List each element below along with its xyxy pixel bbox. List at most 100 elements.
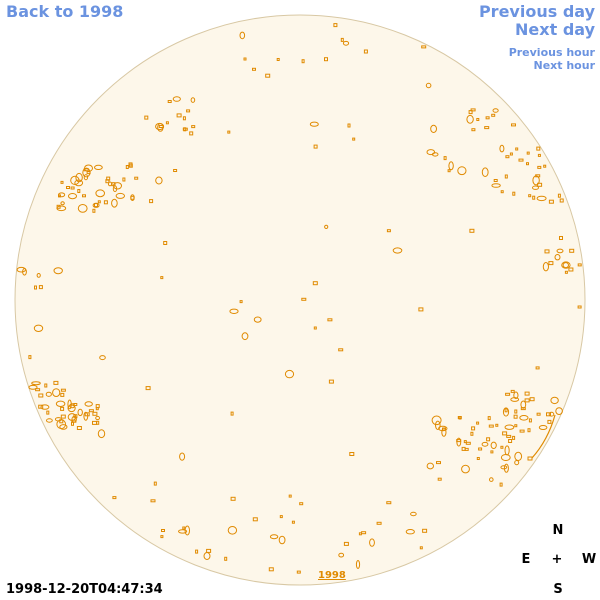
feature-contour bbox=[355, 560, 361, 569]
feature-contour bbox=[265, 73, 271, 78]
feature-contour bbox=[229, 308, 239, 314]
feature-contour bbox=[559, 198, 564, 203]
disk-year-link[interactable]: 1998 bbox=[318, 570, 346, 581]
feature-contour bbox=[342, 40, 350, 46]
feature-contour bbox=[343, 541, 349, 546]
previous-hour-link[interactable]: Previous hour bbox=[508, 46, 595, 59]
feature-contour bbox=[92, 208, 96, 213]
feature-contour bbox=[73, 403, 78, 406]
next-day-link[interactable]: Next day bbox=[515, 20, 595, 39]
feature-contour bbox=[338, 552, 345, 558]
feature-contour bbox=[514, 424, 518, 428]
compass-north: N bbox=[552, 523, 564, 538]
feature-contour bbox=[504, 174, 508, 179]
feature-contour bbox=[513, 414, 518, 419]
feature-contour bbox=[386, 501, 392, 505]
feature-contour bbox=[524, 391, 530, 396]
feature-contour bbox=[60, 388, 66, 392]
feature-contour bbox=[45, 391, 52, 397]
feature-contour bbox=[456, 439, 462, 443]
feature-contour bbox=[70, 186, 75, 190]
feature-contour bbox=[435, 420, 441, 430]
feature-contour bbox=[66, 186, 70, 189]
feature-contour bbox=[38, 404, 44, 409]
feature-contour bbox=[548, 261, 554, 266]
feature-contour bbox=[144, 115, 149, 120]
feature-contour bbox=[376, 521, 382, 525]
feature-contour bbox=[538, 425, 548, 430]
feature-contour bbox=[504, 424, 515, 430]
feature-contour bbox=[506, 434, 512, 438]
feature-contour bbox=[92, 411, 98, 416]
feature-contour bbox=[386, 229, 391, 233]
feature-contour bbox=[476, 421, 480, 425]
feature-contour bbox=[502, 431, 508, 436]
feature-contour bbox=[145, 386, 151, 391]
feature-contour bbox=[296, 570, 301, 574]
feature-contour bbox=[88, 409, 94, 413]
feature-contour bbox=[487, 416, 491, 421]
previous-day-link[interactable]: Previous day bbox=[478, 2, 595, 21]
feature-contour bbox=[577, 305, 582, 309]
feature-contour bbox=[481, 441, 489, 447]
feature-contour bbox=[426, 462, 434, 470]
feature-contour bbox=[490, 441, 497, 449]
feature-contour bbox=[16, 266, 26, 273]
feature-contour bbox=[130, 194, 135, 202]
back-to-year-link[interactable]: Back to 1998 bbox=[6, 2, 124, 21]
feature-contour bbox=[511, 123, 516, 127]
feature-contour bbox=[333, 23, 338, 28]
feature-contour bbox=[44, 383, 48, 388]
feature-contour bbox=[492, 108, 499, 113]
feature-contour bbox=[36, 273, 41, 278]
feature-contour bbox=[312, 281, 318, 286]
feature-contour bbox=[513, 391, 519, 400]
feature-contour bbox=[40, 404, 50, 410]
feature-contour bbox=[537, 153, 541, 157]
feature-contour bbox=[224, 556, 228, 561]
feature-contour bbox=[493, 179, 498, 182]
next-hour-link[interactable]: Next hour bbox=[533, 59, 596, 72]
feature-contour bbox=[77, 204, 88, 213]
feature-contour bbox=[163, 241, 168, 245]
feature-contour bbox=[569, 248, 575, 253]
feature-contour bbox=[478, 447, 483, 451]
feature-contour bbox=[443, 156, 447, 161]
feature-contour bbox=[514, 409, 518, 414]
feature-contour bbox=[112, 496, 117, 500]
feature-contour bbox=[191, 125, 196, 129]
feature-contour bbox=[463, 440, 467, 444]
feature-contour bbox=[172, 96, 181, 102]
feature-contour bbox=[504, 408, 508, 413]
feature-contour bbox=[52, 388, 61, 398]
feature-contour bbox=[500, 445, 504, 449]
feature-contour bbox=[491, 113, 496, 117]
feature-contour bbox=[309, 121, 319, 127]
feature-contour bbox=[73, 414, 78, 419]
feature-contour bbox=[301, 59, 305, 64]
feature-contour bbox=[178, 529, 188, 534]
feature-contour bbox=[512, 191, 516, 196]
feature-contour bbox=[83, 174, 89, 181]
feature-contour bbox=[349, 452, 355, 456]
feature-contour bbox=[279, 515, 283, 519]
feature-contour bbox=[239, 31, 246, 40]
feature-contour bbox=[158, 125, 164, 128]
feature-contour bbox=[447, 169, 451, 173]
feature-contour bbox=[167, 100, 172, 103]
feature-contour bbox=[230, 411, 234, 416]
feature-contour bbox=[68, 193, 77, 200]
feature-contour bbox=[28, 384, 38, 390]
feature-contour bbox=[128, 163, 133, 168]
feature-contour bbox=[568, 267, 574, 272]
feature-contour bbox=[83, 411, 89, 421]
feature-contour bbox=[99, 355, 106, 361]
feature-contour bbox=[419, 546, 423, 550]
feature-contour bbox=[557, 193, 561, 198]
feature-contour bbox=[253, 316, 262, 323]
feature-contour bbox=[495, 423, 499, 427]
feature-contour bbox=[35, 388, 41, 392]
feature-contour bbox=[71, 419, 77, 423]
feature-contour bbox=[38, 393, 44, 398]
feature-contour bbox=[457, 166, 467, 176]
